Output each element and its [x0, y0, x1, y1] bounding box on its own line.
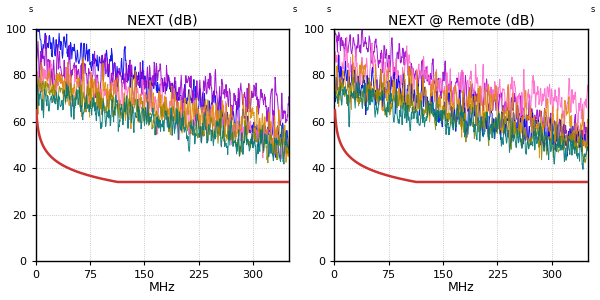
X-axis label: MHz: MHz: [448, 281, 475, 294]
Text: s: s: [591, 5, 595, 14]
Text: s: s: [327, 5, 331, 14]
Title: NEXT (dB): NEXT (dB): [127, 14, 198, 27]
Title: NEXT @ Remote (dB): NEXT @ Remote (dB): [388, 14, 535, 27]
Text: s: s: [28, 5, 32, 14]
X-axis label: MHz: MHz: [149, 281, 176, 294]
Text: s: s: [292, 5, 296, 14]
